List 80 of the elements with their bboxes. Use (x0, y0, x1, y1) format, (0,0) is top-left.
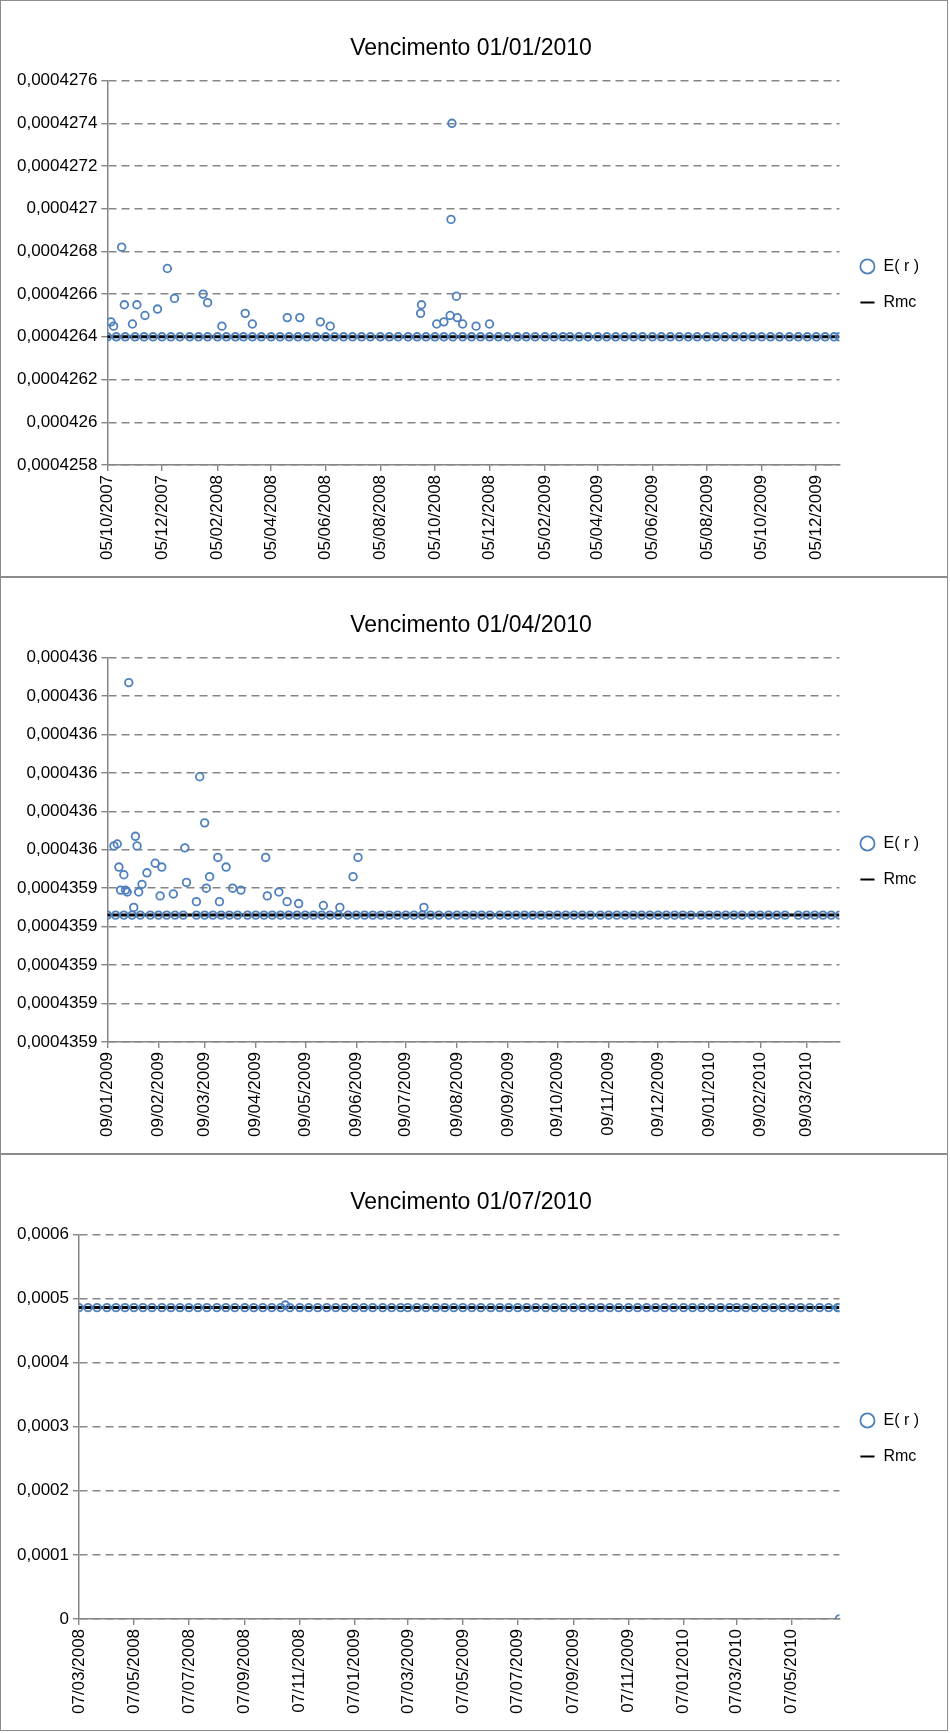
y-tick-label: 0,0006 (17, 1224, 69, 1244)
x-tick-label: 09/04/2009 (245, 1051, 265, 1138)
y-tick-label: 0,0004359 (16, 954, 98, 974)
y-tick-label: 0,0001 (17, 1544, 69, 1564)
x-tick-label: 09/03/2010 (796, 1051, 816, 1138)
x-tick-label: 09/02/2009 (148, 1051, 168, 1138)
x-tick-label: 05/12/2008 (479, 474, 499, 561)
y-tick-label: 0,0004268 (16, 241, 98, 261)
legend-label: E( r ) (883, 833, 919, 851)
legend-label: E( r ) (883, 1410, 919, 1428)
y-tick-label: 0,000426 (26, 411, 98, 431)
x-tick-label: 07/03/2009 (397, 1628, 417, 1715)
x-tick-label: 05/10/2008 (424, 474, 444, 561)
y-tick-label: 0,0004272 (16, 155, 98, 175)
y-tick-label: 0,0004266 (16, 283, 98, 303)
x-tick-label: 07/05/2010 (781, 1628, 801, 1715)
y-tick-label: 0,000436 (26, 647, 98, 667)
y-tick-label: 0,000436 (26, 762, 98, 782)
y-tick-label: 0,0003 (17, 1416, 69, 1436)
y-tick-label: 0,0002 (17, 1480, 69, 1500)
x-tick-label: 07/03/2008 (68, 1628, 88, 1715)
chart-title: Vencimento 01/04/2010 (350, 611, 592, 638)
y-tick-label: 0,000436 (26, 724, 98, 744)
x-tick-label: 05/02/2008 (207, 474, 227, 561)
x-tick-label: 09/07/2009 (395, 1051, 415, 1138)
x-tick-label: 07/07/2008 (178, 1628, 198, 1715)
x-tick-label: 05/10/2007 (97, 474, 117, 561)
x-tick-label: 05/10/2009 (751, 474, 771, 561)
x-tick-label: 05/04/2008 (260, 474, 280, 561)
x-tick-label: 07/09/2009 (563, 1628, 583, 1715)
x-tick-label: 09/06/2009 (346, 1051, 366, 1138)
x-tick-label: 07/09/2008 (234, 1628, 254, 1715)
x-tick-label: 09/03/2009 (194, 1051, 214, 1138)
x-tick-label: 09/09/2009 (497, 1051, 517, 1138)
y-tick-label: 0,000436 (26, 839, 98, 859)
y-tick-label: 0,0004258 (16, 454, 98, 474)
x-tick-label: 09/10/2009 (547, 1051, 567, 1138)
y-tick-label: 0,0004 (17, 1352, 69, 1372)
x-tick-label: 05/02/2009 (534, 474, 554, 561)
y-tick-label: 0 (59, 1608, 69, 1628)
y-tick-label: 0,0004262 (16, 369, 98, 389)
x-tick-label: 07/03/2010 (726, 1628, 746, 1715)
x-tick-label: 07/01/2009 (344, 1628, 364, 1715)
y-tick-label: 0,0004359 (16, 916, 98, 936)
x-tick-label: 07/05/2009 (452, 1628, 472, 1715)
x-tick-label: 09/11/2009 (598, 1051, 618, 1136)
y-tick-label: 0,0004276 (16, 70, 98, 90)
x-tick-label: 09/12/2009 (647, 1051, 667, 1138)
x-tick-label: 09/01/2009 (97, 1051, 117, 1138)
chart-title: Vencimento 01/07/2010 (350, 1188, 592, 1215)
y-tick-label: 0,000427 (26, 198, 98, 218)
y-tick-label: 0,0004359 (16, 877, 98, 897)
x-tick-label: 09/02/2010 (750, 1051, 769, 1138)
y-tick-label: 0,0004359 (16, 1031, 98, 1051)
x-tick-label: 05/06/2009 (642, 474, 662, 561)
x-tick-label: 07/07/2009 (507, 1628, 527, 1715)
legend-label: Rmc (883, 869, 917, 887)
y-tick-label: 0,0004264 (16, 326, 98, 346)
legend-label: E( r ) (883, 256, 919, 274)
legend-label: Rmc (883, 292, 917, 310)
x-tick-label: 05/06/2008 (315, 474, 335, 561)
chart-title: Vencimento 01/01/2010 (350, 34, 592, 61)
x-tick-label: 09/01/2010 (698, 1051, 718, 1138)
x-tick-label: 05/08/2009 (696, 474, 716, 561)
y-tick-label: 0,0005 (17, 1288, 69, 1308)
x-tick-label: 05/12/2009 (805, 474, 825, 561)
y-tick-label: 0,000436 (26, 685, 98, 705)
x-tick-label: 07/11/2008 (289, 1628, 309, 1713)
y-tick-label: 0,0004359 (16, 993, 98, 1013)
x-tick-label: 07/01/2010 (673, 1628, 693, 1715)
x-tick-label: 07/11/2009 (618, 1628, 638, 1713)
x-tick-label: 07/05/2008 (123, 1628, 143, 1715)
x-tick-label: 09/08/2009 (446, 1051, 466, 1138)
y-tick-label: 0,0004274 (16, 112, 98, 132)
x-tick-label: 09/05/2009 (294, 1051, 314, 1138)
legend-label: Rmc (883, 1446, 917, 1464)
x-tick-label: 05/08/2008 (370, 474, 390, 561)
x-tick-label: 05/04/2009 (587, 474, 607, 561)
x-tick-label: 05/12/2007 (151, 474, 171, 561)
y-tick-label: 0,000436 (26, 801, 98, 821)
